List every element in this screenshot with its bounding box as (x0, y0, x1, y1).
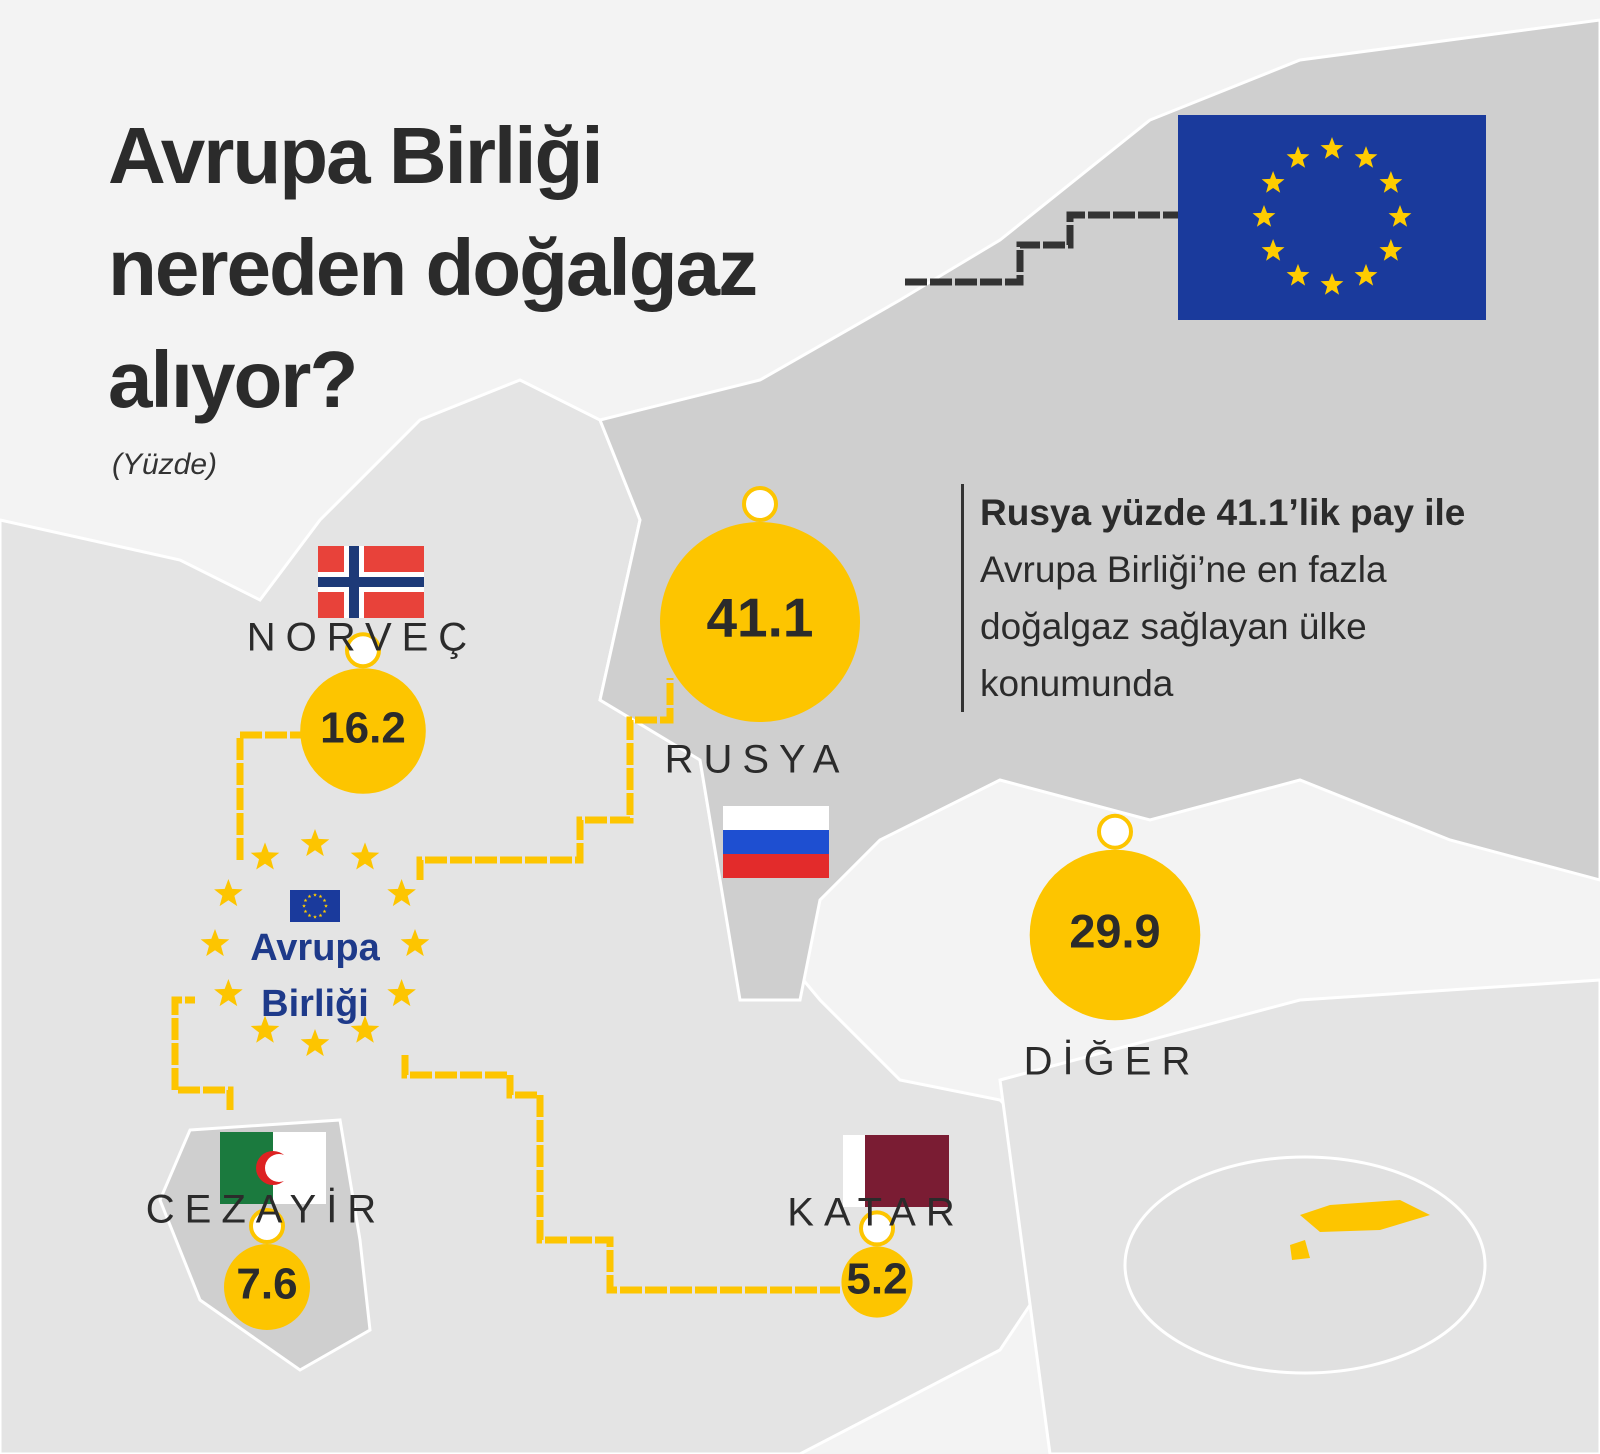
norway-flag (318, 546, 424, 618)
star (300, 829, 330, 857)
star (1379, 171, 1403, 193)
star (387, 879, 416, 907)
star (1354, 263, 1378, 286)
star (1286, 263, 1310, 286)
star (322, 909, 327, 914)
star (318, 913, 323, 918)
annotation: Rusya yüzde 41.1’lik pay ile Avrupa Birl… (961, 484, 1520, 712)
star (350, 842, 380, 870)
bubble-value: 41.1 (706, 587, 813, 649)
star (1286, 146, 1310, 168)
star (250, 1015, 280, 1043)
star (303, 909, 308, 914)
world-inset (1123, 1155, 1487, 1375)
star (387, 979, 416, 1007)
gauge (859, 1210, 895, 1247)
star (303, 898, 308, 903)
bubble-value: 7.6 (236, 1260, 297, 1309)
star (1320, 273, 1344, 295)
country-label: NORVEÇ (247, 616, 477, 660)
country-label: KATAR (787, 1191, 964, 1235)
russia-flag (723, 806, 829, 878)
country-label: DİĞER (1024, 1039, 1201, 1084)
bubble (223, 1243, 311, 1331)
star (200, 929, 230, 957)
star (1252, 205, 1276, 227)
gauge (1097, 813, 1133, 850)
star (313, 915, 317, 919)
gauge (742, 485, 778, 522)
annotation-text: Avrupa Birliği’ne en fazla doğalgaz sağl… (980, 549, 1387, 704)
bubble-value: 29.9 (1069, 905, 1160, 957)
bubble (300, 668, 426, 794)
country-label: CEZAYİR (146, 1187, 386, 1232)
hub-label: Avrupa Birliği (250, 927, 380, 1025)
star (214, 979, 243, 1007)
star (1261, 171, 1285, 193)
star (307, 913, 312, 918)
title: Avrupa Birliği nereden doğalgaz alıyor? (108, 111, 758, 424)
star (313, 893, 317, 897)
bubble (1029, 849, 1201, 1021)
country-label: RUSYA (665, 738, 850, 782)
bubble-value: 5.2 (846, 1255, 907, 1304)
star (400, 929, 430, 957)
star (350, 1015, 380, 1043)
inset-highlight (1290, 1200, 1430, 1260)
stars (200, 137, 1412, 1057)
bubble-value: 16.2 (320, 704, 406, 753)
star (1320, 137, 1344, 159)
bubble (659, 521, 861, 723)
pipelines (171, 211, 1178, 1294)
star (322, 898, 327, 903)
star (300, 1029, 330, 1057)
star (1388, 205, 1412, 227)
star (1354, 146, 1378, 168)
algeria-flag (220, 1132, 326, 1204)
star (324, 904, 328, 908)
star (307, 894, 312, 899)
gauge (249, 1207, 285, 1244)
bubble (841, 1246, 913, 1318)
star (1379, 239, 1403, 261)
gauge (345, 632, 381, 669)
qatar-flag (843, 1135, 949, 1207)
star (302, 904, 306, 908)
annotation-bold: Rusya yüzde 41.1’lik pay ile (980, 492, 1466, 533)
star (250, 842, 280, 870)
subtitle: (Yüzde) (112, 448, 218, 481)
star (1261, 239, 1285, 261)
star (318, 894, 323, 899)
star (214, 879, 243, 907)
